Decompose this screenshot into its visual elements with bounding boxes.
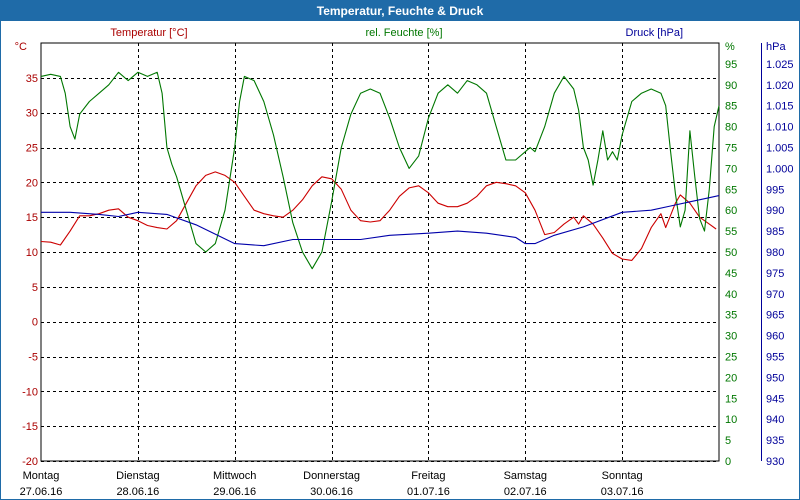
left-tick-label: 5: [32, 282, 38, 294]
mid-tick-label: 85: [725, 101, 737, 113]
legend-temperatur: Temperatur [°C]: [110, 27, 187, 39]
mid-tick-label: 35: [725, 310, 737, 322]
mid-tick-label: 75: [725, 143, 737, 155]
right-tick-label: 950: [766, 372, 784, 384]
right-tick-label: 945: [766, 393, 784, 405]
right-tick-label: 1.010: [766, 122, 794, 134]
x-date-label: 02.07.16: [504, 486, 547, 498]
mid-tick-label: 45: [725, 268, 737, 280]
mid-tick-label: 60: [725, 205, 737, 217]
mid-tick-label: 50: [725, 247, 737, 259]
x-date-label: 03.07.16: [601, 486, 644, 498]
left-tick-label: 0: [32, 317, 38, 329]
right-tick-label: 965: [766, 310, 784, 322]
x-day-label: Mittwoch: [213, 470, 256, 482]
series-line-temperatur: [40, 171, 717, 261]
x-day-label: Montag: [23, 470, 60, 482]
right-tick-label: 1.020: [766, 80, 794, 92]
mid-tick-label: 10: [725, 414, 737, 426]
series-line-rel-feuchte: [40, 71, 720, 270]
x-day-label: Sonntag: [602, 470, 643, 482]
right-tick-label: 970: [766, 289, 784, 301]
mid-tick-label: 25: [725, 352, 737, 364]
series-line-druck: [41, 195, 720, 247]
right-tick-label: 1.000: [766, 163, 794, 175]
mid-tick-label: 70: [725, 163, 737, 175]
x-date-label: 01.07.16: [407, 486, 450, 498]
mid-tick-label: 80: [725, 122, 737, 134]
left-tick-label: 30: [26, 108, 38, 120]
mid-tick-label: 65: [725, 184, 737, 196]
right-tick-label: 1.015: [766, 101, 794, 113]
right-tick-label: 940: [766, 414, 784, 426]
right-tick-label: 930: [766, 456, 784, 468]
left-tick-label: 15: [26, 212, 38, 224]
chart-title: Temperatur, Feuchte & Druck: [1, 1, 799, 21]
right-tick-label: 985: [766, 226, 784, 238]
left-tick-label: -15: [22, 421, 38, 433]
left-tick-label: 35: [26, 73, 38, 85]
right-tick-label: 980: [766, 247, 784, 259]
x-day-label: Donnerstag: [303, 470, 360, 482]
mid-tick-label: 55: [725, 226, 737, 238]
mid-tick-label: 20: [725, 372, 737, 384]
right-tick-label: 1.005: [766, 143, 794, 155]
right-tick-label: 995: [766, 184, 784, 196]
mid-axis-unit: %: [725, 41, 735, 53]
x-day-label: Samstag: [504, 470, 547, 482]
mid-tick-label: 95: [725, 59, 737, 71]
mid-tick-label: 30: [725, 331, 737, 343]
left-tick-label: 25: [26, 143, 38, 155]
legend-druck: Druck [hPa]: [626, 27, 683, 39]
x-date-label: 29.06.16: [213, 486, 256, 498]
x-day-label: Freitag: [411, 470, 445, 482]
x-date-label: 27.06.16: [20, 486, 63, 498]
mid-tick-label: 40: [725, 289, 737, 301]
right-tick-label: 960: [766, 331, 784, 343]
left-tick-label: -20: [22, 456, 38, 468]
left-tick-label: 20: [26, 177, 38, 189]
mid-tick-label: 0: [725, 456, 731, 468]
left-tick-label: -5: [28, 352, 38, 364]
right-tick-label: 975: [766, 268, 784, 280]
x-day-label: Dienstag: [116, 470, 159, 482]
legend-feuchte: rel. Feuchte [%]: [365, 27, 442, 39]
left-tick-label: -10: [22, 386, 38, 398]
mid-tick-label: 90: [725, 80, 737, 92]
right-tick-label: 955: [766, 352, 784, 364]
x-date-label: 30.06.16: [310, 486, 353, 498]
right-tick-label: 990: [766, 205, 784, 217]
left-tick-label: 10: [26, 247, 38, 259]
mid-tick-label: 5: [725, 435, 731, 447]
right-axis-unit: hPa: [766, 41, 786, 53]
mid-tick-label: 15: [725, 393, 737, 405]
right-tick-label: 935: [766, 435, 784, 447]
left-axis-unit: °C: [15, 41, 27, 53]
right-tick-label: 1.025: [766, 59, 794, 71]
x-date-label: 28.06.16: [116, 486, 159, 498]
